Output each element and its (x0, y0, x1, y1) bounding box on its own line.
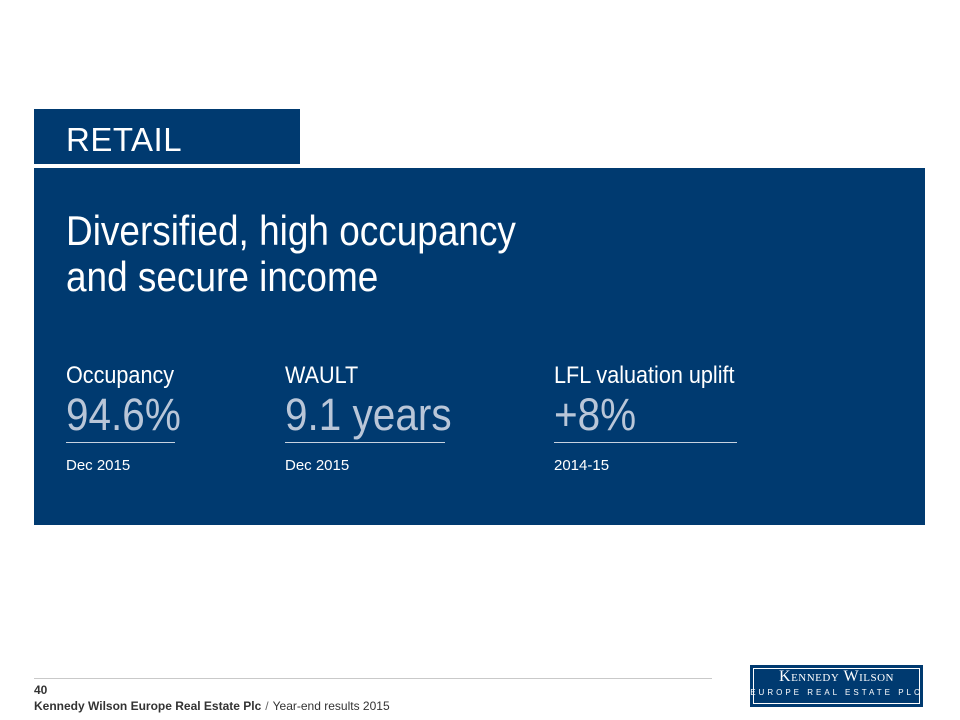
headline-panel: Diversified, high occupancy and secure i… (34, 168, 925, 525)
section-tab: RETAIL (34, 109, 300, 164)
headline-line-2: and secure income (66, 253, 379, 300)
stat-value: +8% (554, 389, 637, 440)
stat-divider (554, 442, 737, 443)
logo-subtitle: EUROPE REAL ESTATE PLC (750, 688, 923, 697)
footer-text: Kennedy Wilson Europe Real Estate Plc / Ye… (34, 699, 390, 713)
stat-label: LFL valuation uplift (554, 362, 735, 389)
headline-line-1: Diversified, high occupancy (66, 207, 516, 254)
page-number: 40 (34, 683, 48, 697)
stat-label: Occupancy (66, 362, 175, 389)
footer-company: Kennedy Wilson Europe Real Estate Plc (34, 699, 262, 713)
stat-value: 94.6% (66, 389, 181, 440)
footer-document-title: Year-end results 2015 (272, 699, 390, 713)
footer-separator: / (265, 699, 269, 713)
logo-name: Kennedy Wilson (779, 668, 894, 685)
stat-lfl-valuation-uplift: LFL valuation uplift +8% 2014-15 (554, 362, 755, 474)
stat-date: Dec 2015 (66, 457, 131, 474)
stat-divider (66, 442, 175, 443)
logo-frame (753, 668, 920, 704)
section-tab-label: RETAIL (66, 121, 183, 158)
stat-date: 2014-15 (554, 457, 610, 474)
stat-value: 9.1 years (285, 389, 452, 440)
stat-occupancy: Occupancy 94.6% Dec 2015 (66, 362, 194, 474)
stat-date: Dec 2015 (285, 457, 350, 474)
company-logo: Kennedy Wilson EUROPE REAL ESTATE PLC (750, 665, 923, 707)
footer-divider (34, 678, 712, 679)
stat-divider (285, 442, 445, 443)
headline: Diversified, high occupancy and secure i… (66, 208, 516, 300)
stat-label: WAULT (285, 362, 359, 389)
stat-wault: WAULT 9.1 years Dec 2015 (285, 362, 470, 474)
